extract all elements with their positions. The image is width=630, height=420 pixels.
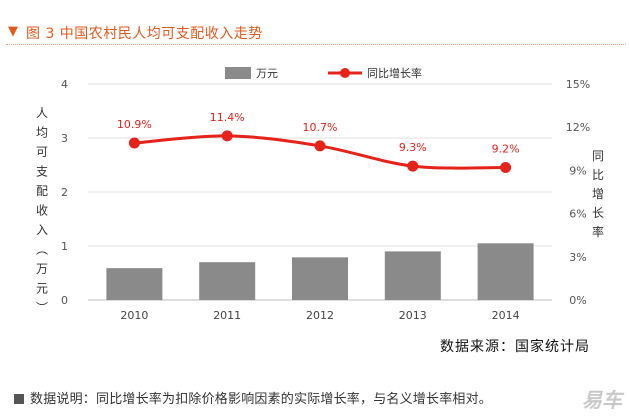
y-axis-title: 人均可支配收入︵万元︶ [36, 106, 48, 315]
y2-tick-label: 0% [569, 294, 586, 307]
y2-tick-label: 3% [569, 251, 586, 264]
growth-rate-point [314, 140, 326, 152]
x-tick-label: 2014 [492, 309, 520, 322]
data-note-text: 数据说明：同比增长率为扣除价格影响因素的实际增长率，与名义增长率相对。 [30, 392, 493, 407]
growth-rate-point [407, 160, 419, 172]
bar [106, 268, 163, 300]
legend-swatch-bar [225, 67, 251, 79]
y-tick-label: 2 [61, 186, 68, 199]
y2-tick-label: 15% [566, 78, 590, 91]
y2-tick-label: 6% [569, 208, 586, 221]
y-tick-label: 0 [61, 294, 68, 307]
x-tick-label: 2013 [399, 309, 427, 322]
x-tick-label: 2010 [120, 309, 148, 322]
legend-label-line: 同比增长率 [367, 66, 422, 80]
bar [384, 251, 441, 300]
bar [292, 257, 348, 300]
growth-rate-label: 9.3% [399, 141, 427, 154]
y2-tick-label: 9% [569, 164, 586, 177]
growth-rate-label: 10.7% [303, 121, 338, 134]
bar [199, 262, 256, 300]
growth-rate-label: 10.9% [117, 118, 152, 131]
legend-swatch-marker [340, 68, 350, 78]
square-icon [14, 394, 24, 404]
watermark-logo: 易车 [582, 388, 622, 412]
x-tick-label: 2012 [306, 309, 334, 322]
bar [477, 243, 534, 300]
x-tick-label: 2011 [213, 309, 241, 322]
y-tick-label: 3 [61, 132, 68, 145]
y2-tick-label: 12% [566, 121, 590, 134]
growth-rate-point [221, 130, 233, 142]
growth-rate-point [500, 162, 512, 174]
growth-rate-label: 9.2% [492, 143, 520, 156]
legend-label-bar: 万元 [256, 67, 278, 80]
triangle-down-icon: ▼ [8, 24, 18, 39]
data-note: 数据说明：同比增长率为扣除价格影响因素的实际增长率，与名义增长率相对。 [14, 388, 492, 407]
title-divider [6, 44, 626, 45]
data-source: 数据来源：国家统计局 [440, 339, 590, 355]
y-tick-label: 4 [61, 78, 68, 91]
growth-rate-label: 11.4% [210, 111, 245, 124]
title-bar: ▼ 图 3 中国农村民人均可支配收入走势 [6, 20, 626, 50]
y-tick-label: 1 [61, 240, 68, 253]
growth-rate-point [128, 137, 140, 149]
y2-axis-title: 同比增长率 [592, 149, 604, 239]
chart-title: 图 3 中国农村民人均可支配收入走势 [26, 26, 263, 42]
